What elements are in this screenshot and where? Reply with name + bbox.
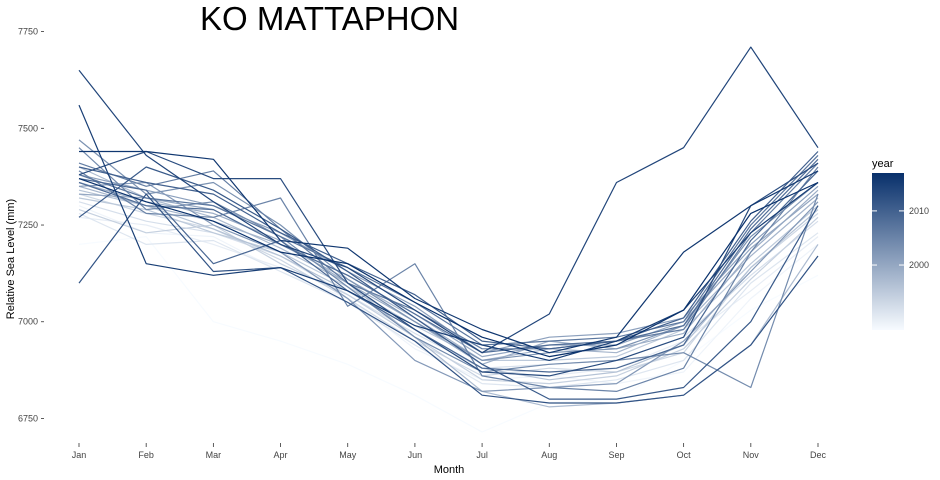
y-axis-title: Relative Sea Level (mm)	[5, 199, 17, 319]
series-line-1998	[78, 185, 819, 361]
y-tick-label: 7750	[18, 27, 38, 37]
series-line-2017	[78, 178, 819, 358]
legend-colorbar	[872, 173, 904, 330]
x-tick-label: Mar	[206, 450, 222, 460]
x-tick-label: Jun	[408, 450, 423, 460]
y-axis: 6750 7000 7250 7500 7750	[18, 27, 44, 423]
series-line-2016	[79, 150, 819, 354]
series-line-1995	[78, 197, 819, 361]
x-tick-label: Jul	[476, 450, 488, 460]
series-line-2014	[78, 46, 819, 354]
x-tick-label: Feb	[138, 450, 154, 460]
series-line-2013	[78, 150, 819, 377]
x-tick-label: Sep	[608, 450, 624, 460]
series-line-2015	[78, 104, 819, 361]
y-tick-label: 7250	[18, 220, 38, 230]
series-line-2012	[78, 193, 819, 404]
x-tick-label: Aug	[541, 450, 557, 460]
legend-tick-label: 2000	[909, 260, 929, 270]
x-axis-title: Month	[434, 464, 465, 476]
x-tick-label: Oct	[677, 450, 692, 460]
y-tick-label: 7500	[18, 123, 38, 133]
x-tick-label: Dec	[810, 450, 827, 460]
series-line-2010	[78, 151, 819, 350]
legend: year 2000 2010	[872, 158, 929, 330]
legend-tick-label: 2010	[909, 206, 929, 216]
x-tick-label: May	[339, 450, 357, 460]
x-tick-label: Nov	[743, 450, 760, 460]
series-line-2004	[78, 147, 819, 389]
series-line-2011	[78, 166, 819, 400]
y-tick-label: 6750	[18, 413, 38, 423]
chart-title: KO MATTAPHON	[200, 0, 459, 37]
series-line-1994	[78, 209, 819, 385]
series-line-2001	[78, 174, 819, 354]
x-tick-label: Apr	[274, 450, 288, 460]
series-lines	[78, 46, 819, 433]
series-line-2009	[78, 170, 819, 373]
legend-title: year	[872, 158, 894, 170]
series-line-2008	[78, 158, 819, 354]
legend-ticks: 2000 2010	[872, 206, 929, 270]
x-axis: Jan Feb Mar Apr May Jun Jul Aug Sep Oct Nov Dec	[72, 443, 827, 460]
y-tick-label: 7000	[18, 317, 38, 327]
series-line-1999	[78, 181, 819, 365]
x-tick-label: Jan	[72, 450, 87, 460]
series-line-1988	[78, 236, 819, 433]
series-line-2007	[78, 154, 819, 346]
